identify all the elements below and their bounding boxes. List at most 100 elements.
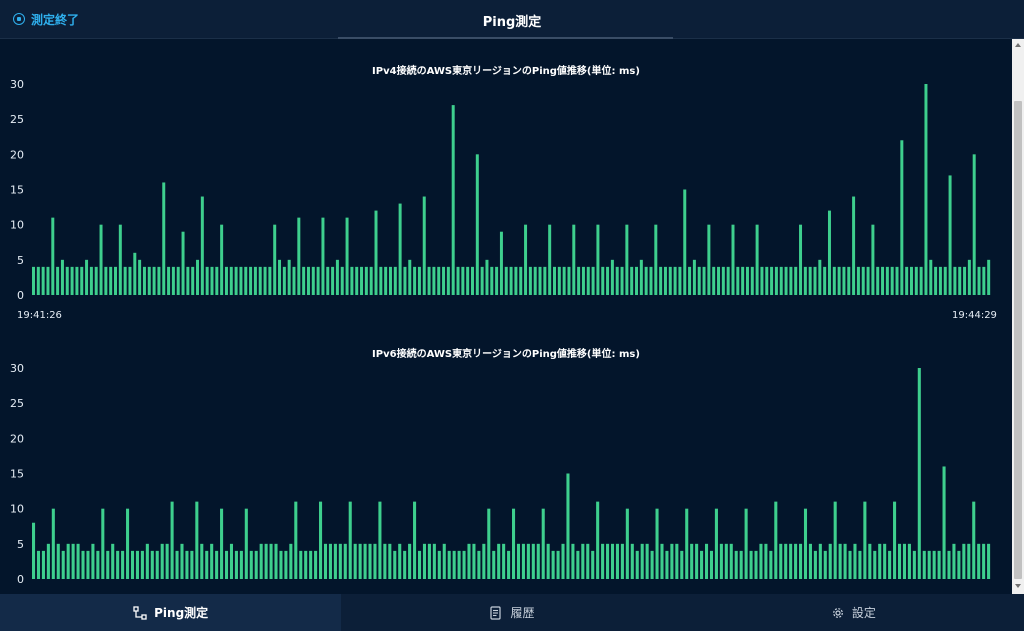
ping-bar[interactable] bbox=[576, 550, 580, 579]
ping-bar[interactable] bbox=[152, 266, 156, 295]
stop-measurement-button[interactable]: 測定終了 bbox=[13, 10, 79, 28]
ping-bar[interactable] bbox=[868, 543, 872, 579]
ping-bar[interactable] bbox=[591, 550, 595, 579]
ping-bar[interactable] bbox=[51, 217, 55, 295]
ping-bar[interactable] bbox=[673, 266, 677, 295]
ping-bar[interactable] bbox=[41, 266, 45, 295]
ping-bar[interactable] bbox=[615, 266, 619, 295]
ping-bar[interactable] bbox=[495, 266, 499, 295]
ping-bar[interactable] bbox=[422, 196, 426, 295]
ping-bar[interactable] bbox=[897, 543, 902, 579]
ping-bar[interactable] bbox=[601, 543, 605, 579]
ping-bar[interactable] bbox=[457, 550, 461, 579]
ping-bar[interactable] bbox=[408, 259, 412, 295]
ping-bar[interactable] bbox=[480, 266, 484, 295]
ping-bar[interactable] bbox=[180, 543, 184, 579]
ping-bar[interactable] bbox=[171, 266, 175, 295]
ping-bar[interactable] bbox=[663, 266, 667, 295]
ping-bar[interactable] bbox=[704, 543, 709, 579]
ping-bar[interactable] bbox=[135, 550, 139, 579]
ping-bar[interactable] bbox=[745, 266, 749, 295]
ping-bar[interactable] bbox=[85, 259, 89, 295]
ping-bar[interactable] bbox=[524, 224, 528, 295]
ping-bar[interactable] bbox=[497, 543, 501, 579]
ping-bar[interactable] bbox=[871, 224, 875, 295]
ping-bar[interactable] bbox=[770, 266, 774, 295]
ping-bar[interactable] bbox=[333, 543, 337, 579]
ping-bar[interactable] bbox=[929, 259, 933, 295]
ping-bar[interactable] bbox=[316, 266, 320, 295]
ping-bar[interactable] bbox=[249, 550, 253, 579]
ping-bar[interactable] bbox=[536, 543, 540, 579]
ping-bar[interactable] bbox=[335, 259, 339, 295]
ping-bar[interactable] bbox=[561, 543, 565, 579]
ping-bar[interactable] bbox=[393, 550, 397, 579]
ping-bar[interactable] bbox=[610, 259, 614, 295]
ping-bar[interactable] bbox=[167, 266, 171, 295]
ping-bar[interactable] bbox=[697, 266, 701, 295]
ping-bar[interactable] bbox=[818, 259, 822, 295]
ping-bar[interactable] bbox=[719, 543, 723, 579]
ping-bar[interactable] bbox=[625, 508, 629, 579]
ping-bar[interactable] bbox=[847, 266, 851, 295]
ping-bar[interactable] bbox=[947, 550, 951, 579]
ping-bar[interactable] bbox=[56, 543, 60, 579]
ping-bar[interactable] bbox=[750, 266, 754, 295]
ping-bar[interactable] bbox=[863, 501, 867, 579]
ping-bar[interactable] bbox=[893, 501, 897, 579]
ping-bar[interactable] bbox=[417, 266, 421, 295]
ping-bar[interactable] bbox=[644, 266, 648, 295]
ping-bar[interactable] bbox=[191, 266, 195, 295]
ping-bar[interactable] bbox=[41, 550, 45, 579]
ping-bar[interactable] bbox=[304, 550, 308, 579]
ping-bar[interactable] bbox=[927, 550, 931, 579]
ping-bar[interactable] bbox=[36, 550, 41, 579]
ping-bar[interactable] bbox=[32, 522, 36, 579]
ping-bar[interactable] bbox=[934, 266, 938, 295]
ping-bar[interactable] bbox=[754, 550, 758, 579]
ping-bar[interactable] bbox=[462, 550, 466, 579]
ping-bar[interactable] bbox=[224, 550, 229, 579]
ping-bar[interactable] bbox=[957, 550, 961, 579]
ping-bar[interactable] bbox=[833, 501, 837, 579]
vertical-scrollbar[interactable] bbox=[1012, 39, 1024, 594]
ping-bar[interactable] bbox=[888, 550, 892, 579]
ping-bar[interactable] bbox=[620, 543, 624, 579]
ping-bar[interactable] bbox=[779, 266, 783, 295]
ping-bar[interactable] bbox=[368, 543, 372, 579]
ping-bar[interactable] bbox=[665, 550, 669, 579]
ping-bar[interactable] bbox=[175, 550, 179, 579]
ping-bar[interactable] bbox=[688, 266, 692, 295]
ping-bar[interactable] bbox=[259, 543, 263, 579]
scroll-down-arrow-icon[interactable] bbox=[1015, 584, 1021, 588]
ping-bar[interactable] bbox=[958, 266, 962, 295]
ping-bar[interactable] bbox=[843, 543, 847, 579]
ping-bar[interactable] bbox=[244, 508, 248, 579]
ping-bar[interactable] bbox=[774, 266, 778, 295]
ping-bar[interactable] bbox=[670, 543, 674, 579]
ping-bar[interactable] bbox=[220, 224, 224, 295]
ping-bar[interactable] bbox=[413, 266, 417, 295]
ping-bar[interactable] bbox=[881, 266, 885, 295]
ping-bar[interactable] bbox=[749, 550, 753, 579]
ping-bar[interactable] bbox=[422, 543, 426, 579]
ping-bar[interactable] bbox=[586, 266, 590, 295]
ping-bar[interactable] bbox=[581, 543, 585, 579]
ping-bar[interactable] bbox=[289, 543, 293, 579]
ping-bar[interactable] bbox=[596, 224, 600, 295]
ping-bar[interactable] bbox=[504, 266, 508, 295]
ping-bar[interactable] bbox=[269, 543, 273, 579]
ping-bar[interactable] bbox=[905, 266, 909, 295]
ping-bar[interactable] bbox=[461, 266, 465, 295]
ping-bar[interactable] bbox=[345, 217, 349, 295]
ping-bar[interactable] bbox=[331, 266, 335, 295]
ping-bar[interactable] bbox=[577, 266, 581, 295]
ping-bar[interactable] bbox=[645, 543, 649, 579]
ping-bar[interactable] bbox=[482, 543, 486, 579]
ping-bar[interactable] bbox=[774, 501, 778, 579]
ping-bar[interactable] bbox=[56, 266, 60, 295]
ping-bar[interactable] bbox=[114, 266, 117, 295]
ping-bar[interactable] bbox=[571, 543, 575, 579]
ping-bar[interactable] bbox=[519, 266, 523, 295]
ping-bar[interactable] bbox=[284, 550, 288, 579]
